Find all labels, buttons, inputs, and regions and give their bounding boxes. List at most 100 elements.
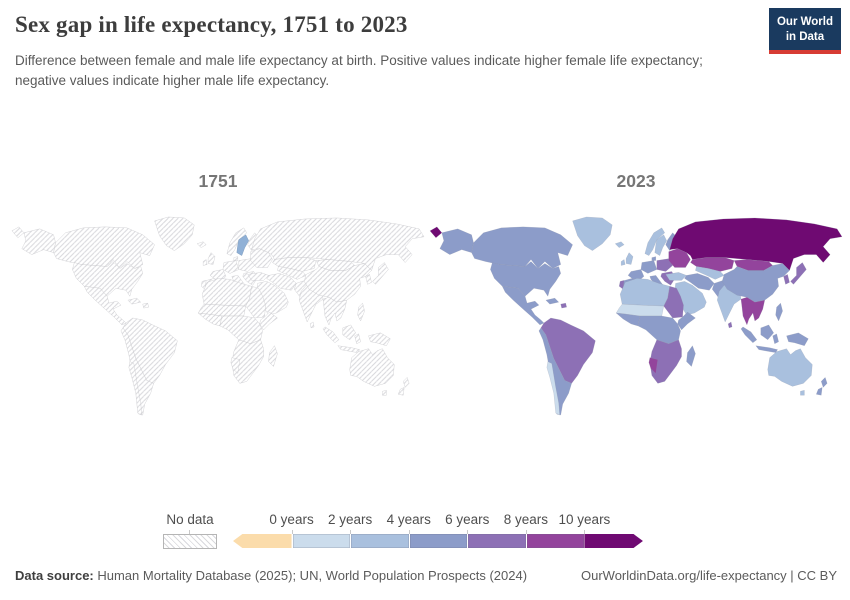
map2023-region-kazakhstan[interactable] [690,257,735,272]
map2023-region-denmark[interactable] [651,256,656,261]
map-legend: No data 0 years 2 years 4 years 6 years 8 ye… [163,512,663,554]
owid-logo[interactable]: Our World in Data [768,8,841,54]
map1751-region-usa[interactable] [72,261,143,297]
legend-no-data-swatch[interactable] [163,534,217,549]
legend-bin--10-years[interactable] [584,534,643,548]
map2023-region-chile[interactable] [546,361,560,416]
map1751-region-africa-south[interactable] [231,339,264,384]
map1751-region-norway[interactable] [226,227,247,256]
map2023-region-tasmania[interactable] [800,390,805,396]
map2023-region-norway[interactable] [644,227,665,256]
map2023-region-usa[interactable] [490,261,561,297]
map1751-region-south-america-south[interactable] [120,327,154,416]
map2023-region-central-asia[interactable] [695,266,725,280]
map1751-region-africa-central[interactable] [219,315,263,344]
map1751-region-sri-lanka[interactable] [309,321,315,329]
map2023-region-greenland[interactable] [572,216,613,251]
map1751-region-central-europe[interactable] [238,258,255,272]
map1751-region-germany[interactable] [222,260,240,274]
map1751-region-namibia[interactable] [230,357,241,374]
map1751-region-cuba[interactable] [127,297,142,305]
map1751-region-russia-chukotka[interactable] [11,226,25,239]
map2023-region-borneo[interactable] [760,324,774,341]
world-map-1751 [10,213,426,421]
map2023-region-sweden[interactable] [654,234,667,256]
map2023-region-madagascar[interactable] [686,345,696,367]
map2023-region-germany[interactable] [640,260,658,274]
legend-bin-8-10-years[interactable] [525,534,585,548]
map2023-region-korea[interactable] [783,274,790,285]
map1751-region-sulawesi[interactable] [354,333,361,345]
map1751-region-chile[interactable] [128,361,142,416]
map2023-region-philippines[interactable] [775,302,783,322]
map1751-region-hispaniola[interactable] [142,302,149,309]
map2023-region-africa-horn[interactable] [677,311,696,331]
map2023-region-alaska[interactable] [439,228,474,255]
map1751-region-philippines[interactable] [357,302,365,322]
map1751-region-ireland[interactable] [202,259,208,266]
map2023-region-russia-chukotka[interactable] [429,226,443,239]
legend-tick-label-4-years: 4 years [386,512,431,527]
map2023-region-mexico[interactable] [501,286,545,326]
map2023-region-japan[interactable] [790,262,807,285]
map1751-region-turkey[interactable] [247,272,269,281]
map1751-region-greenland[interactable] [154,216,195,251]
map2023-region-africa-south[interactable] [649,339,682,384]
map2023-region-sri-lanka[interactable] [727,321,733,329]
map1751-region-china[interactable] [303,263,372,303]
map1751-region-africa-north[interactable] [201,278,252,307]
map1751-region-madagascar[interactable] [268,345,278,367]
map2023-region-africa-central[interactable] [637,315,681,344]
map1751-region-canada[interactable] [53,226,155,269]
legend-tick-mark [350,530,352,534]
map1751-region-iran[interactable] [266,273,297,291]
legend-bin-0-2-years[interactable] [291,534,351,548]
map2023-region-africa-north[interactable] [619,278,670,307]
map2023-region-sulawesi[interactable] [772,333,779,344]
map2023-region-new-guinea[interactable] [786,332,809,346]
legend-tick-label-2-years: 2 years [328,512,373,527]
map1751-region-uk[interactable] [207,252,216,265]
map2023-region-cuba[interactable] [545,297,560,305]
map1751-region-central-asia[interactable] [277,266,307,280]
map1751-region-new-zealand[interactable] [397,377,410,396]
footer-link[interactable]: OurWorldinData.org/life-expectancy | CC … [580,568,837,583]
map2023-region-namibia[interactable] [648,357,658,374]
map1751-region-java[interactable] [337,345,360,353]
map1751-region-borneo[interactable] [342,324,356,341]
map2023-region-canada[interactable] [471,226,573,269]
map2023-region-new-zealand[interactable] [816,377,828,396]
map1751-region-korea[interactable] [365,274,372,285]
map2023-region-australia[interactable] [767,348,813,387]
legend-bin-2-4-years[interactable] [350,534,409,548]
map2023-region-ireland[interactable] [620,259,626,266]
map1751-region-sweden[interactable] [236,234,249,256]
legend-bin-6-8-years[interactable] [467,534,526,548]
map1751-region-africa-horn[interactable] [259,311,278,331]
map2023-region-china[interactable] [721,263,790,303]
map1751-region-japan[interactable] [372,262,389,285]
map1751-region-mexico[interactable] [83,286,127,326]
map2023-region-iceland[interactable] [614,241,625,248]
map1751-region-sumatra[interactable] [322,326,340,344]
page-title: Sex gap in life expectancy, 1751 to 2023 [15,12,408,37]
legend-bin-4-6-years[interactable] [408,534,468,548]
map2023-region-sumatra[interactable] [740,326,758,343]
map2023-region-hispaniola[interactable] [560,302,567,309]
map2023-region-iran[interactable] [684,273,715,291]
map1751-region-alaska[interactable] [21,228,56,255]
map1751-region-iceland[interactable] [196,241,207,248]
map1751-region-australia[interactable] [349,348,395,387]
legend-bin--0-years[interactable] [233,534,292,548]
map2023-region-turkey[interactable] [665,272,687,281]
map1751-region-new-guinea[interactable] [368,332,391,346]
map1751-region-denmark[interactable] [233,256,239,261]
map2023-region-java[interactable] [755,345,778,353]
map2023-region-se-asia[interactable] [740,297,765,326]
map2023-region-south-america-south[interactable] [538,327,572,416]
map1751-region-kazakhstan[interactable] [272,257,317,272]
map2023-region-central-europe[interactable] [656,258,673,272]
map1751-region-se-asia[interactable] [322,296,348,326]
map2023-region-uk[interactable] [625,252,634,265]
map1751-region-tasmania[interactable] [382,390,387,396]
